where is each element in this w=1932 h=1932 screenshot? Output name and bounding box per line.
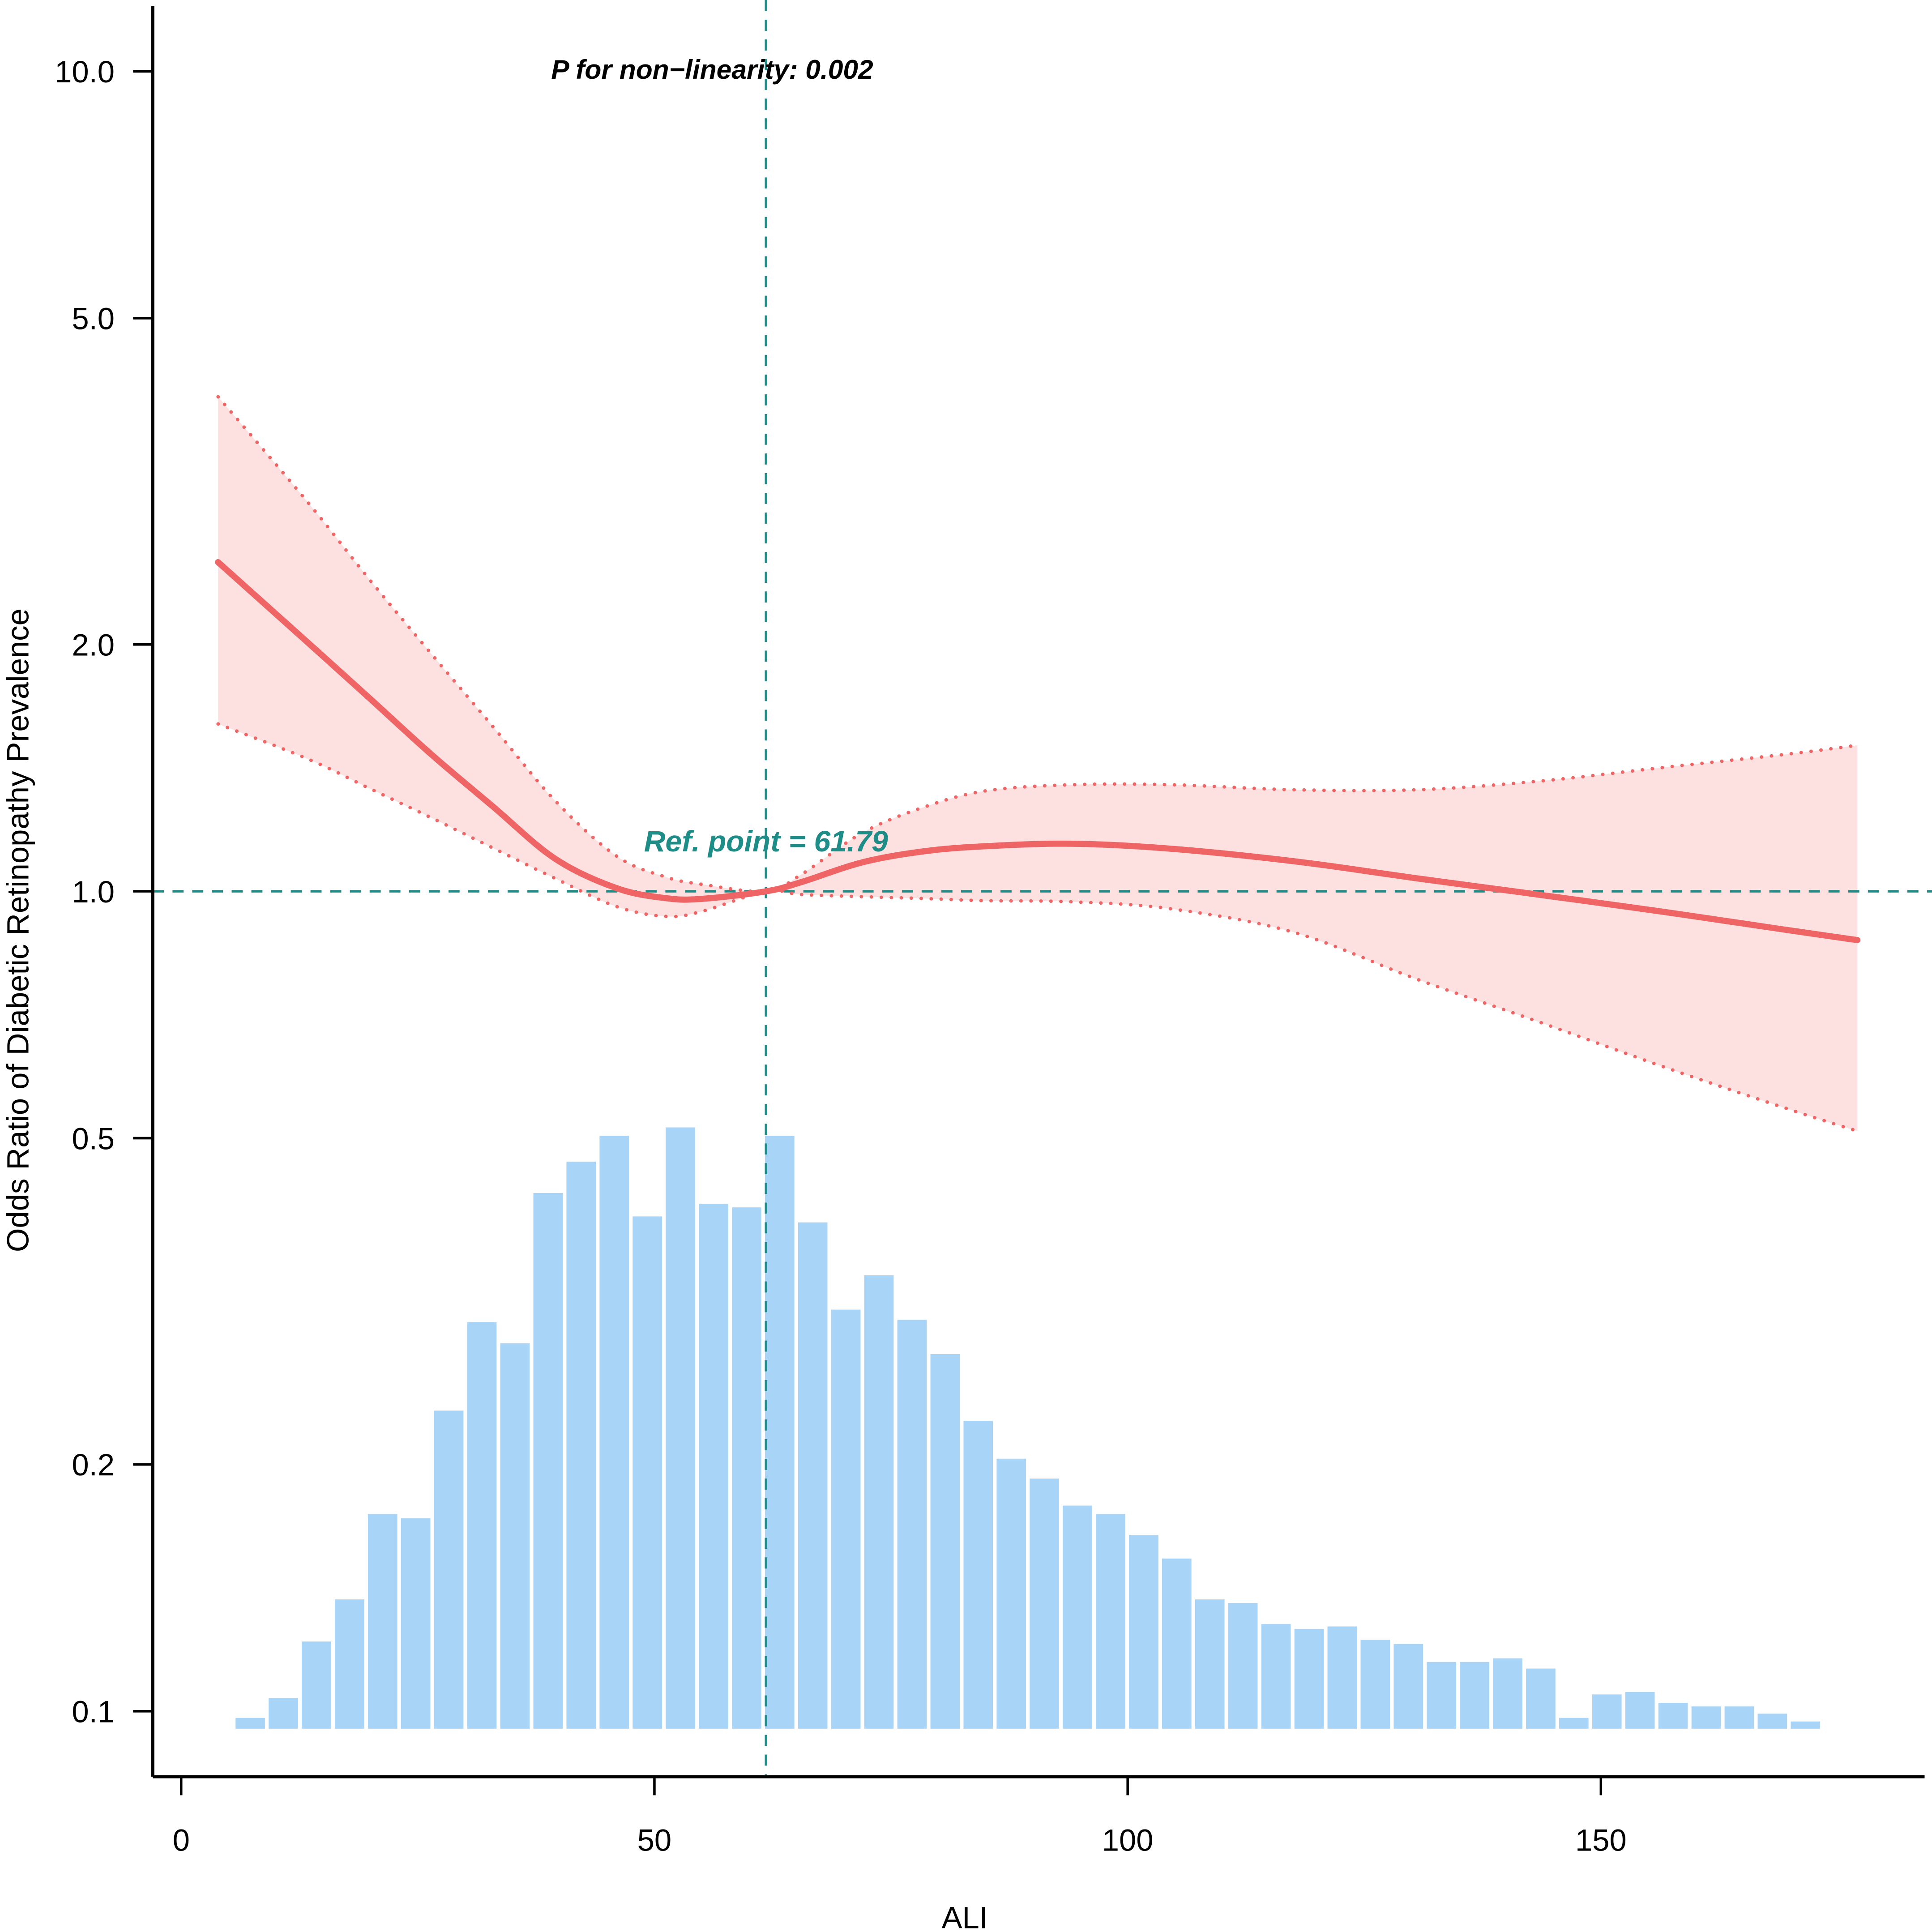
or-curve xyxy=(215,559,1861,943)
histogram-bar xyxy=(334,1599,364,1729)
x-axis-title: ALI xyxy=(942,1901,988,1932)
y-axis-title: Odds Ratio of Diabetic Retinopathy Preva… xyxy=(0,608,35,1252)
histogram-bar xyxy=(599,1136,629,1729)
ci-band-layer xyxy=(218,397,1858,1131)
histogram-bar xyxy=(1063,1505,1092,1729)
histogram-bar xyxy=(1791,1721,1821,1729)
histogram-bar xyxy=(1327,1626,1357,1729)
histogram-bar xyxy=(401,1518,431,1729)
histogram-bar xyxy=(1096,1514,1125,1729)
histogram-bar xyxy=(1427,1662,1456,1729)
y-tick-label: 0.1 xyxy=(72,1695,115,1729)
ci-lines-layer xyxy=(216,395,1859,1133)
histogram-bar xyxy=(633,1216,662,1729)
p-nonlinearity-label: P for non−linearity: 0.002 xyxy=(551,54,873,85)
ref-point-label: Ref. point = 61.79 xyxy=(644,825,888,858)
histogram-bar xyxy=(566,1162,596,1729)
histogram-bar xyxy=(434,1411,464,1729)
histogram-bar xyxy=(1691,1706,1721,1729)
histogram-bar xyxy=(467,1322,497,1729)
histogram-bar xyxy=(1592,1694,1622,1729)
histogram-bar xyxy=(666,1127,695,1729)
or-curve-layer xyxy=(215,559,1861,943)
y-tick-label: 0.5 xyxy=(72,1121,115,1156)
histogram-bar xyxy=(1360,1640,1390,1729)
histogram-bar xyxy=(996,1458,1026,1729)
histogram-bar xyxy=(302,1641,331,1729)
histogram-bar xyxy=(1460,1662,1489,1729)
x-tick-label: 150 xyxy=(1575,1823,1627,1857)
histogram-bar xyxy=(368,1514,398,1729)
histogram-bar xyxy=(1294,1629,1324,1729)
x-tick-label: 100 xyxy=(1102,1823,1154,1857)
chart-labels: ALI Odds Ratio of Diabetic Retinopathy P… xyxy=(0,54,988,1932)
y-tick-label: 0.2 xyxy=(72,1448,115,1482)
histogram-bar xyxy=(1129,1535,1158,1729)
histogram-bar xyxy=(732,1207,761,1729)
y-tick-label: 1.0 xyxy=(72,875,115,909)
ci-lower-line xyxy=(216,722,1859,1133)
histogram-bar xyxy=(500,1343,530,1729)
histogram-bar xyxy=(963,1421,993,1729)
axes: 10.0 5.0 2.0 1.0 0.5 0.2 0.1 0 50 100 150 xyxy=(55,6,1925,1857)
histogram-bar xyxy=(1162,1558,1192,1729)
histogram-bar xyxy=(1526,1668,1556,1729)
x-tick-label: 0 xyxy=(173,1823,190,1857)
histogram-bar xyxy=(1393,1644,1423,1729)
histogram-bar xyxy=(798,1222,828,1729)
histogram-bar xyxy=(1195,1599,1225,1729)
histogram-bar xyxy=(1658,1703,1688,1729)
ci-upper-line xyxy=(216,395,1859,893)
histogram-bar xyxy=(1261,1624,1291,1729)
y-tick-label: 5.0 xyxy=(72,302,115,336)
histogram-bar xyxy=(864,1275,894,1729)
y-tick-label: 10.0 xyxy=(55,55,115,89)
histogram-bar xyxy=(930,1354,960,1729)
histogram-bar xyxy=(1228,1603,1258,1729)
histogram-bar xyxy=(699,1204,728,1729)
x-tick-label: 50 xyxy=(637,1823,672,1857)
histogram-bar xyxy=(831,1309,861,1729)
histogram-bar xyxy=(269,1698,298,1729)
histogram-bar xyxy=(1724,1706,1754,1729)
histogram-bar xyxy=(897,1320,927,1729)
histogram-bar xyxy=(1757,1714,1787,1729)
histogram xyxy=(235,1127,1821,1729)
histogram-bar xyxy=(765,1136,795,1729)
y-tick-label: 2.0 xyxy=(72,628,115,663)
histogram-bar xyxy=(1559,1718,1589,1729)
histogram-bar xyxy=(1625,1692,1655,1729)
histogram-bar xyxy=(1493,1658,1522,1729)
histogram-bar xyxy=(235,1718,265,1729)
histogram-bar xyxy=(1030,1479,1059,1729)
ci-band xyxy=(218,397,1858,1131)
histogram-bar xyxy=(533,1193,563,1729)
